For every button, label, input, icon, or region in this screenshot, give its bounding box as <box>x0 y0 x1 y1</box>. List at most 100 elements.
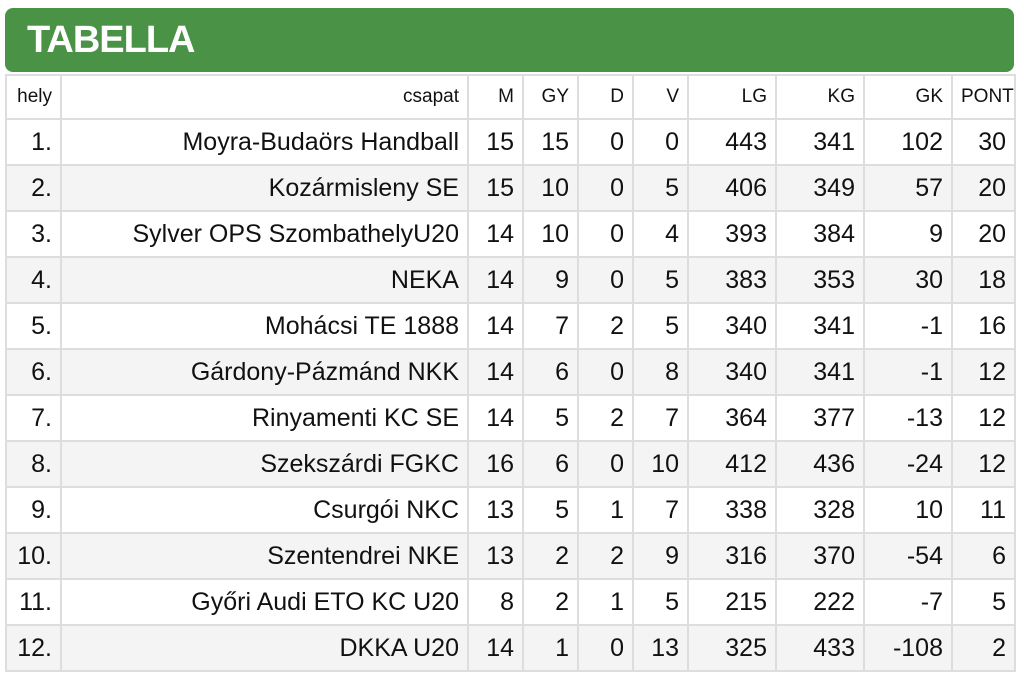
header-row: hely csapat M GY D V LG KG GK PONT <box>5 74 1016 120</box>
row-losses: 5 <box>632 302 689 350</box>
row-goal-difference: 9 <box>863 210 953 258</box>
table-row: 9. Csurgói NKC 13 5 1 7 338 328 10 11 <box>5 486 1016 534</box>
row-goal-difference: -7 <box>863 578 953 626</box>
row-matches: 14 <box>467 302 524 350</box>
row-goal-difference: 10 <box>863 486 953 534</box>
row-goals-against: 222 <box>775 578 865 626</box>
row-wins: 2 <box>522 578 579 626</box>
row-goals-for: 393 <box>687 210 777 258</box>
row-goals-against: 349 <box>775 164 865 212</box>
table-row: 1. Moyra-Budaörs Handball 15 15 0 0 443 341 102 3… <box>5 118 1016 166</box>
row-wins: 10 <box>522 164 579 212</box>
title-banner: TABELLA <box>5 8 1014 72</box>
row-draws: 0 <box>577 118 634 166</box>
row-rank: 4. <box>5 256 62 304</box>
row-goals-against: 433 <box>775 624 865 672</box>
table-row: 4. NEKA 14 9 0 5 383 353 30 18 <box>5 256 1016 304</box>
row-losses: 7 <box>632 394 689 442</box>
table-title: TABELLA <box>27 18 195 61</box>
row-goals-against: 341 <box>775 118 865 166</box>
row-rank: 3. <box>5 210 62 258</box>
row-goals-for: 406 <box>687 164 777 212</box>
table-row: 2. Kozármisleny SE 15 10 0 5 406 349 57 20 <box>5 164 1016 212</box>
row-goals-for: 364 <box>687 394 777 442</box>
row-matches: 13 <box>467 532 524 580</box>
header-hely: hely <box>5 74 62 120</box>
row-goals-for: 325 <box>687 624 777 672</box>
row-rank: 1. <box>5 118 62 166</box>
row-matches: 15 <box>467 118 524 166</box>
row-rank: 12. <box>5 624 62 672</box>
row-rank: 9. <box>5 486 62 534</box>
row-team-name: Sylver OPS SzombathelyU20 <box>60 210 469 258</box>
row-rank: 6. <box>5 348 62 396</box>
row-wins: 5 <box>522 394 579 442</box>
row-team-name: Szentendrei NKE <box>60 532 469 580</box>
row-goal-difference: -24 <box>863 440 953 488</box>
row-goals-against: 353 <box>775 256 865 304</box>
row-goal-difference: 57 <box>863 164 953 212</box>
row-wins: 9 <box>522 256 579 304</box>
row-goal-difference: -1 <box>863 348 953 396</box>
row-team-name: Rinyamenti KC SE <box>60 394 469 442</box>
row-draws: 1 <box>577 578 634 626</box>
row-points: 16 <box>951 302 1016 350</box>
row-goal-difference: 30 <box>863 256 953 304</box>
row-goals-against: 341 <box>775 348 865 396</box>
row-rank: 7. <box>5 394 62 442</box>
row-team-name: Csurgói NKC <box>60 486 469 534</box>
row-rank: 11. <box>5 578 62 626</box>
row-points: 12 <box>951 440 1016 488</box>
row-points: 12 <box>951 348 1016 396</box>
row-goals-for: 340 <box>687 302 777 350</box>
row-losses: 7 <box>632 486 689 534</box>
row-points: 20 <box>951 164 1016 212</box>
row-wins: 6 <box>522 348 579 396</box>
row-goal-difference: -54 <box>863 532 953 580</box>
row-matches: 8 <box>467 578 524 626</box>
row-draws: 2 <box>577 394 634 442</box>
row-draws: 2 <box>577 302 634 350</box>
row-goals-for: 443 <box>687 118 777 166</box>
row-goals-for: 316 <box>687 532 777 580</box>
row-losses: 5 <box>632 256 689 304</box>
row-team-name: Kozármisleny SE <box>60 164 469 212</box>
row-goals-against: 377 <box>775 394 865 442</box>
table-row: 12. DKKA U20 14 1 0 13 325 433 -108 2 <box>5 624 1016 672</box>
header-v: V <box>632 74 689 120</box>
row-draws: 2 <box>577 532 634 580</box>
header-gk: GK <box>863 74 953 120</box>
row-team-name: Gárdony-Pázmánd NKK <box>60 348 469 396</box>
row-goals-for: 338 <box>687 486 777 534</box>
row-goals-against: 370 <box>775 532 865 580</box>
row-rank: 8. <box>5 440 62 488</box>
row-points: 5 <box>951 578 1016 626</box>
row-losses: 9 <box>632 532 689 580</box>
row-matches: 13 <box>467 486 524 534</box>
row-team-name: Győri Audi ETO KC U20 <box>60 578 469 626</box>
row-losses: 13 <box>632 624 689 672</box>
row-goal-difference: -13 <box>863 394 953 442</box>
row-points: 20 <box>951 210 1016 258</box>
row-goal-difference: -108 <box>863 624 953 672</box>
row-points: 12 <box>951 394 1016 442</box>
row-draws: 0 <box>577 624 634 672</box>
row-matches: 14 <box>467 624 524 672</box>
row-points: 30 <box>951 118 1016 166</box>
row-goals-against: 328 <box>775 486 865 534</box>
table-row: 11. Győri Audi ETO KC U20 8 2 1 5 215 222 -7 5 <box>5 578 1016 626</box>
row-points: 2 <box>951 624 1016 672</box>
row-rank: 10. <box>5 532 62 580</box>
table-row: 6. Gárdony-Pázmánd NKK 14 6 0 8 340 341 -1 12 <box>5 348 1016 396</box>
row-rank: 2. <box>5 164 62 212</box>
row-losses: 10 <box>632 440 689 488</box>
header-lg: LG <box>687 74 777 120</box>
row-team-name: Moyra-Budaörs Handball <box>60 118 469 166</box>
row-wins: 10 <box>522 210 579 258</box>
row-points: 18 <box>951 256 1016 304</box>
row-draws: 0 <box>577 256 634 304</box>
row-matches: 14 <box>467 348 524 396</box>
row-goals-against: 341 <box>775 302 865 350</box>
standings-table: hely csapat M GY D V LG KG GK PONT 1. Moy… <box>5 74 1016 672</box>
row-goals-for: 340 <box>687 348 777 396</box>
